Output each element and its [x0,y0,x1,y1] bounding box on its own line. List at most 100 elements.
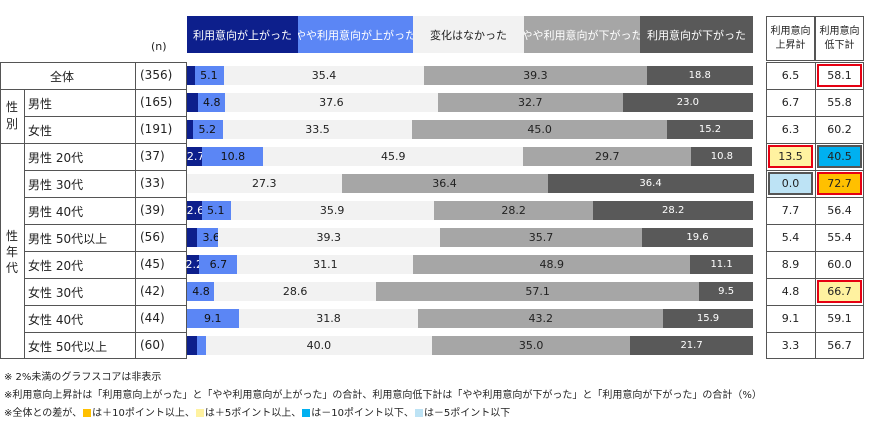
row-divider [0,89,187,90]
category-label: 男性 [28,97,53,111]
bar-segment-label: 6.7 [209,258,228,271]
age-group-char-3: 代 [6,261,19,275]
bar-segment [663,309,753,328]
summary-divider [815,62,816,359]
category-label: 男性 20代 [28,151,84,165]
category-label: 女性 [28,124,53,138]
down-total-value: 56.4 [827,204,852,217]
bar-segment [187,66,195,85]
down-total-value: 55.8 [827,96,852,109]
bar-segment-label: 10.8 [710,151,733,162]
bar-segment [205,336,433,355]
down-total-value: 55.4 [827,231,852,244]
bar-segment [202,147,264,166]
note-highlight-legend: ※全体との差が、 は＋10ポイント以上、 は＋5ポイント以上、 は－10ポイント以下、… [4,404,510,419]
bar-segment-label: 43.2 [528,312,554,325]
age-group-label: 性 年 代 [6,228,18,276]
note-minus10: は－10ポイント以下、 [311,408,414,419]
bar-segment [593,201,753,220]
bar-segment [194,66,224,85]
bar-segment-label: 31.8 [316,312,341,325]
bar-segment-label: 28.6 [282,285,308,298]
bar-segment-label: 28.2 [501,204,526,217]
up-total-value: 7.7 [781,204,800,217]
bar-segment-label: 2.7 [186,150,205,163]
bar-segment [691,147,753,166]
sample-size: (356) [140,68,173,82]
bar-segment [412,120,667,139]
bar-segment [699,282,753,301]
row-divider [0,143,187,144]
bar-segment-label: 35.4 [311,69,337,82]
sample-size: (44) [140,311,165,325]
minus10-swatch-icon [302,409,311,417]
gender-group-char-1: 性 [6,100,19,114]
summary-row-divider [766,251,864,252]
row-divider [24,251,187,252]
bar-segment-label: 9.5 [718,286,735,297]
n-header: (n) [151,40,167,53]
row-divider [24,197,187,198]
down-total-value: 72.7 [817,172,862,195]
bar-segment-label: 5.1 [206,204,225,217]
bar-segment [432,336,631,355]
bar-segment [223,66,425,85]
bar-segment [187,282,215,301]
bar-segment [424,66,647,85]
bar-segment-label: 35.9 [319,204,345,217]
bar-segment-label: 32.7 [518,96,543,109]
bar-segment-label: 2.2 [185,258,203,271]
bar-segment-label: 4.8 [203,96,221,109]
note-minus5: は－5ポイント以下 [423,408,511,419]
bar-segment-label: 9.1 [204,312,222,325]
down-total-value: 66.7 [817,280,862,303]
bar-segment [666,120,753,139]
up-total-value: 4.8 [781,285,800,298]
down-total-value: 56.7 [827,339,852,352]
bar-segment-label: 35.0 [518,339,544,352]
bar-segment [187,309,239,328]
down-total-value: 40.5 [817,145,862,168]
plus5-swatch-icon [195,409,204,417]
summary-row-divider [766,197,864,198]
summary-row-divider [766,332,864,333]
bar-segment [690,255,753,274]
bar-segment [196,336,206,355]
sample-size: (39) [140,203,165,217]
summary-row-divider [766,305,864,306]
bar-segment-label: 2.6 [186,204,205,217]
up-total-value: 3.3 [781,339,800,352]
up-total-value: 9.1 [781,312,800,325]
sample-size: (33) [140,176,165,190]
bar-segment [238,309,419,328]
up-total-value: 6.5 [781,69,800,82]
bar-segment-label: 15.2 [698,124,722,135]
bar-segment [197,93,225,112]
row-divider [24,278,187,279]
sample-size: (191) [140,122,173,136]
summary-row-divider [766,278,864,279]
note-small-values: ※ 2%未満のグラフスコアは非表示 [4,372,162,383]
age-group-char-2: 年 [6,245,19,259]
summary-row-divider [766,224,864,225]
bar-segment-label: 57.1 [525,285,550,298]
down-total-header-line2: 低下計 [824,39,855,51]
gender-group-char-2: 別 [6,117,19,131]
minus5-swatch-icon [414,409,423,417]
bar-segment [237,255,414,274]
bar-segment-label: 45.9 [381,150,406,163]
bar-segment [193,120,223,139]
bar-segment-label: 23.0 [676,97,700,108]
summary-row-divider [766,89,864,90]
n-column-divider [135,62,136,359]
bar-segment [224,93,438,112]
bar-segment-label: 5.1 [200,69,218,82]
bar-segment [197,228,218,247]
bar-segment [187,147,203,166]
bar-segment-label: 5.2 [198,123,216,136]
bar-segment [630,336,753,355]
bar-segment-label: 29.7 [595,150,620,163]
bar-segment-label: 10.8 [220,150,246,163]
bar-segment-label: 21.7 [680,340,703,351]
up-total-value: 6.3 [781,123,800,136]
